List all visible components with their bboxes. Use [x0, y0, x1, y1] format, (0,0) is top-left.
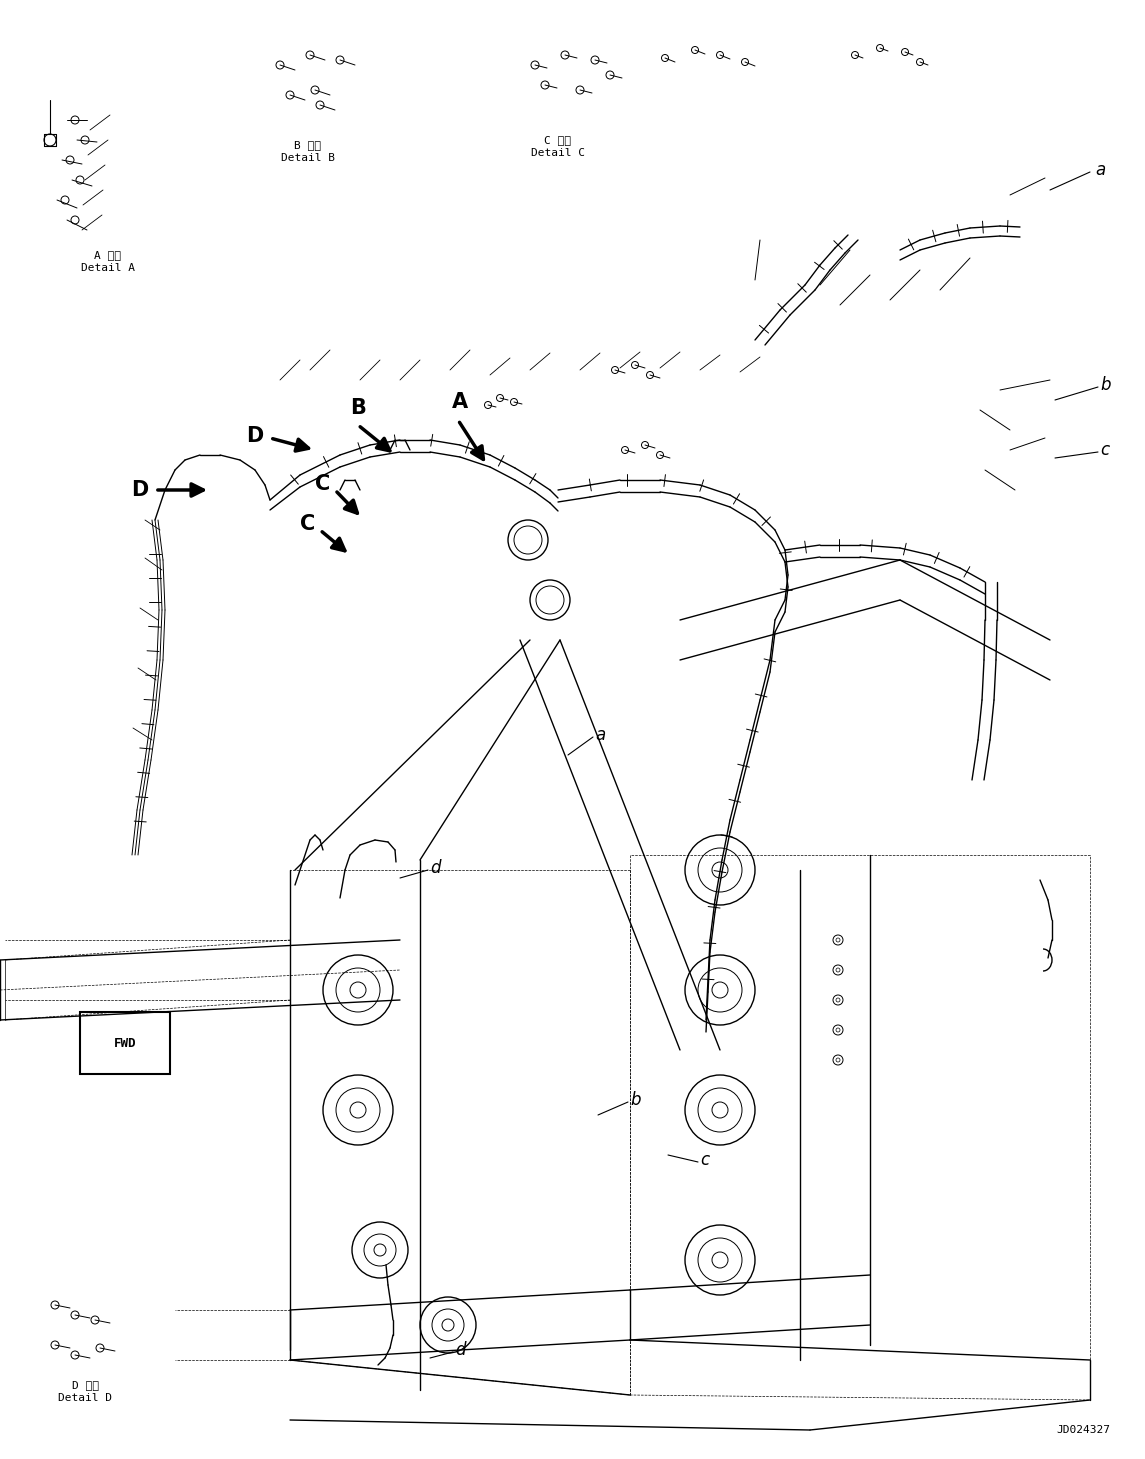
- Text: b: b: [1100, 376, 1111, 394]
- Text: c: c: [700, 1151, 709, 1169]
- Text: D: D: [246, 426, 263, 446]
- Text: Detail C: Detail C: [531, 147, 585, 158]
- Text: B: B: [350, 398, 366, 417]
- Text: Detail D: Detail D: [58, 1393, 112, 1404]
- Text: A: A: [452, 392, 468, 411]
- Text: d: d: [431, 859, 441, 877]
- Text: C: C: [300, 514, 315, 534]
- Text: Detail A: Detail A: [81, 263, 135, 273]
- Text: A 詳細: A 詳細: [95, 249, 121, 260]
- Text: D 詳細: D 詳細: [71, 1380, 98, 1390]
- Text: b: b: [630, 1091, 640, 1109]
- Text: c: c: [1100, 441, 1110, 460]
- Text: d: d: [455, 1341, 466, 1358]
- Text: FWD: FWD: [114, 1037, 136, 1049]
- Text: Detail B: Detail B: [281, 153, 335, 163]
- Text: JD024327: JD024327: [1056, 1425, 1110, 1436]
- Text: a: a: [595, 727, 606, 744]
- Text: C: C: [315, 474, 330, 495]
- Text: D: D: [131, 480, 148, 500]
- Text: B 詳細: B 詳細: [294, 140, 322, 150]
- FancyBboxPatch shape: [80, 1013, 171, 1074]
- Text: C 詳細: C 詳細: [545, 136, 571, 144]
- Text: a: a: [1095, 160, 1105, 179]
